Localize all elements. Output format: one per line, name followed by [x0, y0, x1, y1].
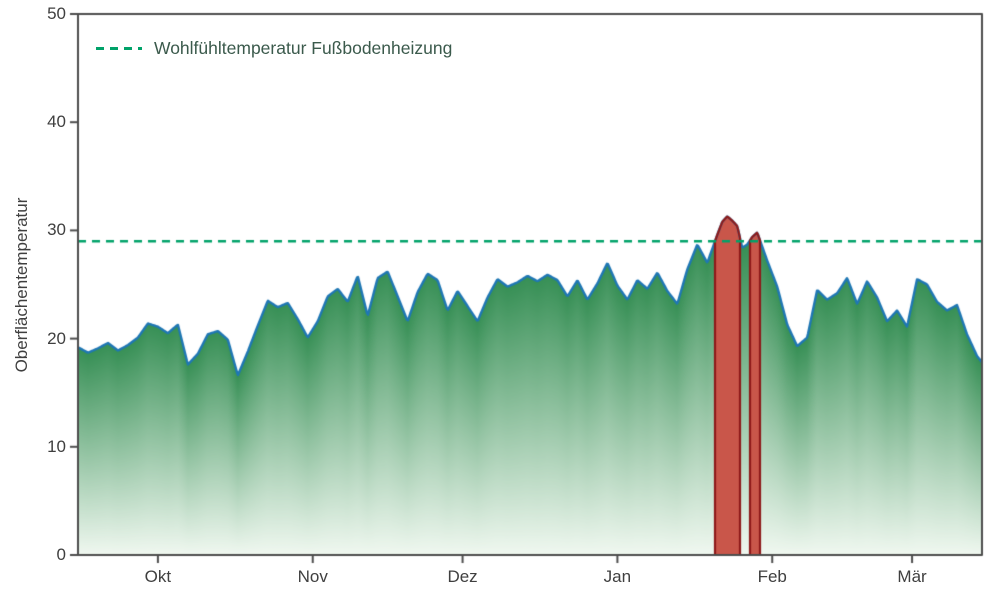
y-tick-label: 30 [47, 220, 66, 240]
y-tick-label: 10 [47, 436, 66, 456]
y-tick-label: 20 [47, 328, 66, 348]
dashed-line-legend-swatch [96, 47, 142, 50]
legend-label: Wohlfühltemperatur Fußbodenheizung [154, 38, 453, 58]
y-axis-label: Oberflächentemperatur [12, 197, 31, 373]
y-tick-label: 0 [56, 545, 66, 564]
x-tick-label: Feb [757, 567, 787, 586]
x-tick-label: Okt [144, 567, 172, 586]
x-tick-label: Dez [447, 567, 478, 586]
x-tick-label: Mär [897, 567, 927, 586]
x-tick-label: Jan [603, 567, 632, 586]
legend: Wohlfühltemperatur Fußbodenheizung [96, 38, 452, 59]
y-tick-label: 40 [47, 112, 66, 132]
y-tick-label: 50 [47, 4, 66, 23]
x-tick-label: Nov [297, 567, 328, 586]
